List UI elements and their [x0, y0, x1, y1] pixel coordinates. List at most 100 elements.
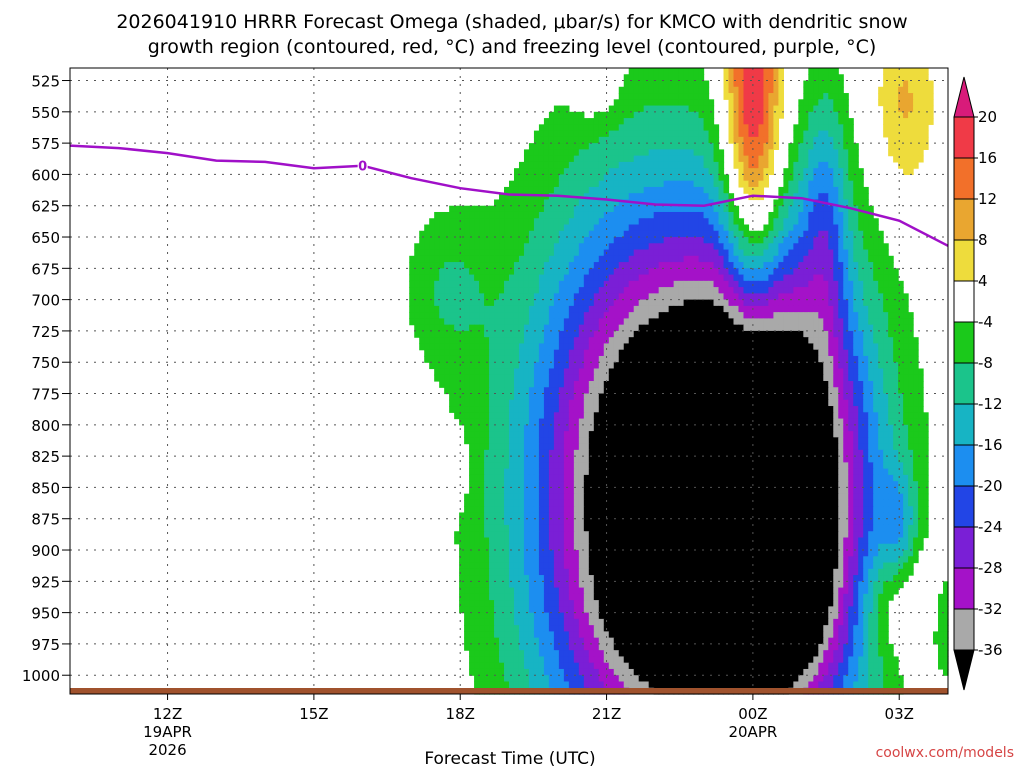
- omega-cell: [743, 174, 750, 182]
- omega-cell: [658, 362, 665, 370]
- omega-cell: [663, 280, 670, 288]
- omega-cell: [813, 80, 819, 88]
- omega-cell: [653, 86, 660, 94]
- omega-cell: [743, 399, 750, 407]
- omega-cell: [648, 105, 655, 113]
- omega-cell: [758, 105, 765, 113]
- omega-cell: [853, 211, 859, 219]
- omega-cell: [803, 305, 809, 313]
- omega-cell: [683, 268, 690, 276]
- omega-cell: [838, 161, 844, 169]
- omega-cell: [668, 130, 675, 138]
- omega-cell: [868, 343, 874, 351]
- omega-cell: [893, 381, 899, 388]
- omega-cell: [528, 218, 535, 226]
- omega-cell: [838, 118, 844, 125]
- omega-cell: [833, 412, 839, 420]
- omega-cell: [598, 287, 605, 294]
- omega-cell: [563, 180, 570, 188]
- omega-cell: [543, 412, 550, 420]
- omega-cell: [673, 349, 680, 357]
- omega-cell: [598, 111, 605, 119]
- omega-cell: [648, 237, 655, 244]
- omega-cell: [898, 318, 904, 326]
- omega-cell: [533, 205, 540, 213]
- omega-cell: [743, 255, 750, 263]
- omega-cell: [893, 324, 899, 332]
- omega-cell: [608, 262, 615, 269]
- omega-cell: [848, 230, 854, 238]
- omega-cell: [658, 305, 665, 313]
- omega-cell: [653, 155, 660, 163]
- omega-cell: [424, 349, 430, 357]
- omega-cell: [553, 318, 560, 326]
- omega-cell: [688, 318, 695, 326]
- omega-cell: [763, 243, 770, 251]
- omega-cell: [658, 274, 665, 282]
- omega-cell: [908, 80, 914, 88]
- omega-cell: [848, 418, 854, 426]
- omega-cell: [583, 174, 590, 182]
- omega-cell: [743, 343, 750, 351]
- omega-cell: [828, 399, 834, 407]
- omega-cell: [558, 412, 565, 420]
- omega-cell: [848, 243, 854, 251]
- omega-cell: [504, 330, 510, 338]
- omega-cell: [778, 374, 784, 382]
- omega-cell: [878, 393, 884, 401]
- omega-cell: [683, 299, 690, 307]
- omega-cell: [653, 174, 660, 182]
- omega-cell: [843, 349, 849, 357]
- omega-cell: [893, 136, 899, 144]
- omega-cell: [813, 136, 819, 144]
- omega-cell: [798, 111, 804, 119]
- omega-cell: [763, 362, 770, 370]
- omega-cell: [798, 418, 804, 426]
- omega-cell: [758, 305, 765, 313]
- omega-cell: [583, 230, 590, 238]
- omega-cell: [513, 362, 520, 370]
- omega-cell: [558, 155, 565, 163]
- omega-cell: [848, 287, 854, 294]
- omega-cell: [693, 381, 700, 388]
- omega-cell: [908, 124, 914, 132]
- omega-cell: [588, 349, 595, 357]
- omega-cell: [484, 374, 490, 382]
- omega-cell: [883, 111, 889, 119]
- omega-cell: [848, 268, 854, 276]
- omega-cell: [798, 174, 804, 182]
- omega-cell: [469, 343, 475, 351]
- omega-cell: [833, 199, 839, 207]
- omega-cell: [653, 381, 660, 388]
- omega-cell: [848, 255, 854, 263]
- omega-cell: [828, 243, 834, 251]
- omega-cell: [738, 424, 745, 432]
- omega-cell: [643, 136, 650, 144]
- omega-cell: [718, 211, 725, 219]
- omega-cell: [628, 118, 635, 125]
- omega-cell: [588, 136, 595, 144]
- omega-cell: [808, 205, 814, 213]
- omega-cell: [803, 293, 809, 301]
- omega-cell: [748, 337, 755, 345]
- omega-cell: [853, 218, 859, 226]
- omega-cell: [653, 80, 660, 88]
- omega-cell: [853, 262, 859, 269]
- omega-cell: [898, 374, 904, 382]
- omega-cell: [583, 337, 590, 345]
- omega-cell: [923, 93, 929, 100]
- omega-cell: [703, 324, 710, 332]
- omega-cell: [808, 268, 814, 276]
- omega-cell: [833, 168, 839, 176]
- omega-cell: [908, 381, 914, 388]
- omega-cell: [778, 205, 784, 213]
- omega-cell: [504, 205, 510, 213]
- omega-cell: [708, 193, 715, 201]
- omega-cell: [708, 337, 715, 345]
- omega-cell: [568, 124, 575, 132]
- omega-cell: [828, 93, 834, 100]
- omega-cell: [848, 362, 854, 370]
- omega-cell: [588, 312, 595, 319]
- omega-cell: [888, 262, 894, 269]
- omega-cell: [608, 224, 615, 232]
